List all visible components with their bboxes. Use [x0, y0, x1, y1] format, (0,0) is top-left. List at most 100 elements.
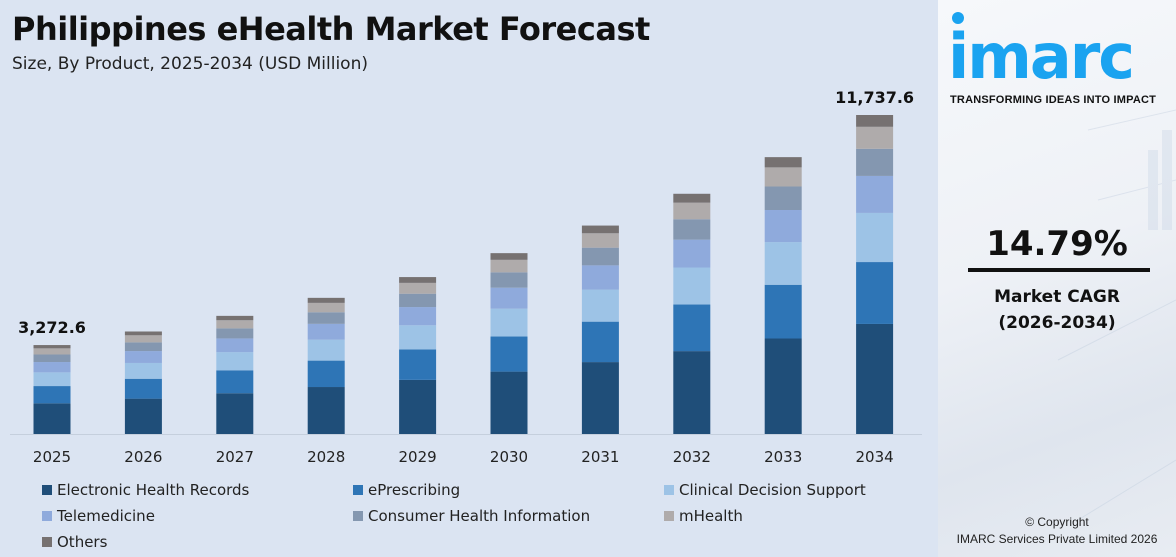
legend-label: Telemedicine [57, 507, 155, 525]
bar-segment-2032-clinical-decision-support [673, 267, 711, 305]
x-tick-label: 2033 [764, 448, 802, 466]
cagr-label: Market CAGR (2026-2034) [938, 284, 1176, 336]
bar-segment-2031-telemedicine [581, 265, 619, 290]
legend-label: Electronic Health Records [57, 481, 250, 499]
cagr-value: 14.79% [986, 224, 1128, 264]
legend-item: Others [42, 533, 107, 551]
bar-segment-2028-consumer-health-information [307, 312, 345, 324]
bar-segment-2028-eprescribing [307, 360, 345, 388]
bar-segment-2033-electronic-health-records [764, 338, 802, 434]
x-tick-label: 2034 [856, 448, 894, 466]
x-tick-label: 2027 [216, 448, 254, 466]
logo-tagline: TRANSFORMING IDEAS INTO IMPACT [950, 94, 1157, 106]
legend-item: Consumer Health Information [353, 507, 590, 525]
bar-segment-2026-electronic-health-records [124, 398, 162, 434]
bar-segment-2027-clinical-decision-support [216, 352, 254, 371]
bar-segment-2025-consumer-health-information [33, 354, 71, 363]
bar-segment-2034-eprescribing [856, 262, 894, 324]
bar-segment-2028-telemedicine [307, 323, 345, 340]
bar-segment-2027-telemedicine [216, 338, 254, 353]
legend-swatch [42, 511, 52, 521]
x-tick-label: 2029 [399, 448, 437, 466]
bar-segment-2026-consumer-health-information [124, 342, 162, 352]
bar-segment-2027-mhealth [216, 320, 254, 329]
imarc-logo: imarc [948, 20, 1135, 93]
bar-segment-2029-telemedicine [399, 307, 437, 326]
bar-segment-2027-others [216, 315, 254, 321]
bar-segment-2033-telemedicine [764, 210, 802, 243]
data-label-2025: 3,272.6 [18, 318, 86, 337]
legend-label: Others [57, 533, 108, 551]
brand-panel: imarc TRANSFORMING IDEAS INTO IMPACT 14.… [938, 0, 1176, 557]
bar-segment-2028-clinical-decision-support [307, 339, 345, 361]
bar-segment-2027-consumer-health-information [216, 328, 254, 339]
cagr-period: (2026-2034) [998, 313, 1116, 333]
bar-segment-2028-others [307, 297, 345, 303]
bar-segment-2033-mhealth [764, 167, 802, 187]
bar-segment-2034-clinical-decision-support [856, 212, 894, 263]
legend-item: ePrescribing [353, 481, 460, 499]
bar-segment-2029-electronic-health-records [399, 379, 437, 434]
cagr-divider [968, 268, 1150, 272]
bar-segment-2025-telemedicine [33, 362, 71, 373]
chart-panel: Philippines eHealth Market Forecast Size… [10, 10, 922, 551]
cagr-label-text: Market CAGR [994, 287, 1120, 307]
legend-item: Electronic Health Records [42, 481, 249, 499]
legend-label: Clinical Decision Support [679, 481, 866, 499]
x-tick-label: 2030 [490, 448, 528, 466]
bar-segment-2033-others [764, 157, 802, 168]
bar-segment-2030-others [490, 253, 528, 260]
bar-segment-2032-others [673, 193, 711, 203]
bar-segment-2026-clinical-decision-support [124, 362, 162, 379]
legend-label: Consumer Health Information [368, 507, 591, 525]
bar-segment-2028-mhealth [307, 302, 345, 313]
bar-segment-2033-consumer-health-information [764, 186, 802, 211]
bar-segment-2027-eprescribing [216, 370, 254, 394]
bar-segment-2030-clinical-decision-support [490, 308, 528, 337]
legend-swatch [353, 485, 363, 495]
bar-segment-2034-consumer-health-information [856, 148, 894, 176]
x-tick-label: 2028 [307, 448, 345, 466]
bar-segment-2029-consumer-health-information [399, 293, 437, 308]
legend-item: mHealth [664, 507, 743, 525]
chart-title: Philippines eHealth Market Forecast [12, 10, 650, 48]
bar-segment-2029-clinical-decision-support [399, 325, 437, 350]
bar-segment-2032-consumer-health-information [673, 219, 711, 240]
bar-segment-2025-mhealth [33, 348, 71, 355]
bar-segment-2033-eprescribing [764, 284, 802, 339]
x-tick-label: 2026 [124, 448, 162, 466]
bar-segment-2034-mhealth [856, 126, 894, 149]
bar-segment-2025-electronic-health-records [33, 403, 71, 434]
bar-segment-2034-electronic-health-records [856, 323, 894, 434]
legend-label: mHealth [679, 507, 743, 525]
bar-segment-2029-mhealth [399, 282, 437, 294]
bar-segment-2029-others [399, 277, 437, 283]
bar-segment-2030-consumer-health-information [490, 272, 528, 288]
bar-segment-2033-clinical-decision-support [764, 242, 802, 285]
legend-item: Telemedicine [42, 507, 155, 525]
bar-segment-2025-others [33, 345, 71, 349]
bar-segment-2030-mhealth [490, 259, 528, 273]
bar-segment-2025-clinical-decision-support [33, 372, 71, 387]
x-tick-label: 2031 [581, 448, 619, 466]
chart-subtitle: Size, By Product, 2025-2034 (USD Million… [12, 54, 368, 74]
bar-segment-2031-electronic-health-records [581, 362, 619, 434]
bar-segment-2031-mhealth [581, 233, 619, 248]
x-tick-label: 2032 [673, 448, 711, 466]
bar-segment-2029-eprescribing [399, 349, 437, 380]
bar-segment-2034-others [856, 115, 894, 127]
bar-segment-2026-eprescribing [124, 378, 162, 399]
legend-swatch [42, 485, 52, 495]
background-chart-graphic [1057, 109, 1176, 521]
bar-segment-2031-others [581, 225, 619, 234]
bar-segment-2026-mhealth [124, 335, 162, 343]
logo-dot [952, 12, 964, 24]
bar-segment-2032-mhealth [673, 202, 711, 220]
x-tick-label: 2025 [33, 448, 71, 466]
copyright: © Copyright IMARC Services Private Limit… [938, 514, 1176, 548]
copyright-line: © Copyright [1025, 515, 1089, 529]
bar-segment-2032-electronic-health-records [673, 351, 711, 434]
bar-segment-2032-telemedicine [673, 239, 711, 268]
bar-segment-2030-telemedicine [490, 287, 528, 309]
legend-swatch [664, 485, 674, 495]
